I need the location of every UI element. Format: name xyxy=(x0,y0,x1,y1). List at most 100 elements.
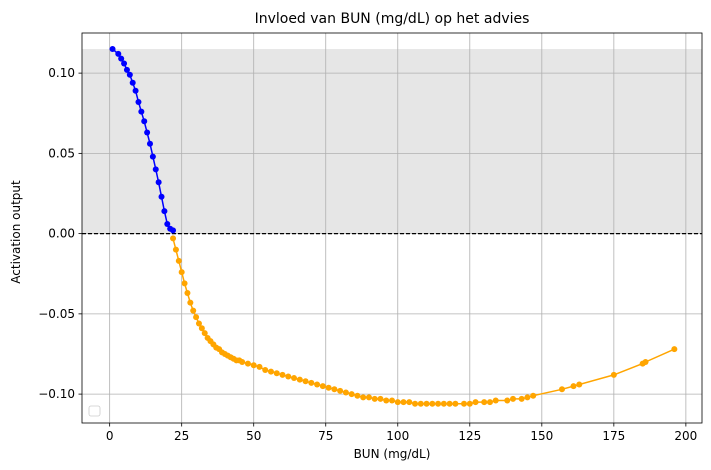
series-1-point xyxy=(440,400,447,407)
series-1-point xyxy=(175,257,182,264)
series-1-point xyxy=(518,395,525,402)
series-1-point xyxy=(446,400,453,407)
series-1-point xyxy=(504,397,511,404)
series-0-point xyxy=(135,99,142,106)
series-1-point xyxy=(181,280,188,287)
series-0-point xyxy=(146,140,153,147)
series-1-point xyxy=(184,290,191,296)
series-1-point xyxy=(354,392,361,399)
series-0-point xyxy=(118,55,125,62)
series-0-point xyxy=(144,129,151,136)
series-1-point xyxy=(371,395,378,402)
series-1-point xyxy=(492,397,499,404)
series-1-point xyxy=(172,246,179,253)
series-1-point xyxy=(671,346,678,353)
series-1-point xyxy=(461,400,468,407)
series-0-point xyxy=(109,46,116,53)
series-1-point xyxy=(170,235,177,242)
series-1-point xyxy=(481,399,488,406)
x-tick-label: 150 xyxy=(530,429,553,443)
series-1-point xyxy=(452,400,459,407)
series-1-point xyxy=(342,389,349,396)
series-1-point xyxy=(472,399,479,406)
series-0-point xyxy=(121,60,128,67)
series-1-point xyxy=(291,375,298,382)
series-1-point xyxy=(308,379,315,386)
series-1-point xyxy=(389,397,395,404)
series-1-point xyxy=(195,320,202,327)
series-1-point xyxy=(319,383,326,390)
shaded-region xyxy=(82,49,702,234)
series-1-point xyxy=(417,400,424,407)
series-1-point xyxy=(262,367,269,374)
series-1-point xyxy=(337,387,344,394)
x-tick-label: 25 xyxy=(174,429,189,443)
series-0-point xyxy=(141,118,148,125)
series-1-point xyxy=(412,400,419,407)
x-tick-label: 75 xyxy=(318,429,333,443)
y-tick-label: 0.10 xyxy=(48,66,75,80)
series-0-point xyxy=(158,193,165,200)
y-tick-label: 0.00 xyxy=(48,227,75,241)
series-1-point xyxy=(250,362,257,369)
series-0-point xyxy=(155,179,162,186)
series-1-point xyxy=(193,314,200,321)
series-1-point xyxy=(423,400,430,407)
series-1-point xyxy=(201,330,208,337)
series-1-point xyxy=(331,386,338,393)
series-0-point xyxy=(126,71,133,78)
x-tick-label: 125 xyxy=(458,429,481,443)
series-1-point xyxy=(279,371,286,378)
series-0-point xyxy=(149,153,156,160)
series-1-point xyxy=(285,373,292,380)
y-axis-title: Activation output xyxy=(9,180,23,284)
series-1-point xyxy=(466,400,473,407)
series-0-point xyxy=(123,66,130,73)
series-1-point xyxy=(429,400,436,407)
series-1-point xyxy=(178,269,185,276)
series-0-point xyxy=(138,108,145,115)
series-1-point xyxy=(570,383,577,390)
y-tick-label: −0.10 xyxy=(38,387,75,401)
plot-frame xyxy=(81,32,703,424)
series-1-point xyxy=(394,399,401,406)
series-0-point xyxy=(152,166,159,173)
x-tick-label: 100 xyxy=(386,429,409,443)
legend-box xyxy=(88,405,101,417)
series-1-point xyxy=(239,359,246,366)
series-0-point xyxy=(115,50,122,57)
series-1-point xyxy=(435,400,442,407)
series-0-point xyxy=(161,208,168,215)
series-1-point xyxy=(190,307,197,314)
x-tick-label: 200 xyxy=(674,429,697,443)
series-1-point xyxy=(244,360,251,367)
series-1-point xyxy=(348,391,355,398)
series-1-point xyxy=(486,399,493,406)
x-tick-label: 50 xyxy=(246,429,261,443)
series-1-point xyxy=(273,370,280,377)
series-1-point xyxy=(406,399,413,406)
series-1-point xyxy=(642,359,649,366)
series-0-point xyxy=(129,79,136,86)
series-1-point xyxy=(296,376,303,383)
series-0-point xyxy=(164,220,171,227)
series-0-point xyxy=(132,87,139,94)
series-1-point xyxy=(198,325,205,332)
y-tick-label: −0.05 xyxy=(38,307,75,321)
series-1-point xyxy=(576,381,583,388)
series-1-point xyxy=(365,394,372,401)
y-tick-label: 0.05 xyxy=(48,146,75,160)
series-0-point xyxy=(170,227,177,234)
series-1-point xyxy=(383,397,390,404)
series-1-point xyxy=(510,395,517,402)
series-1-point xyxy=(530,392,537,399)
series-1-point xyxy=(267,368,274,375)
chart-title: Invloed van BUN (mg/dL) op het advies xyxy=(255,11,530,27)
series-1-point xyxy=(302,378,309,385)
series-1-point xyxy=(524,394,531,401)
x-tick-label: 175 xyxy=(602,429,625,443)
series-1-point xyxy=(558,386,565,393)
series-1-point xyxy=(314,381,321,388)
series-1-point xyxy=(325,384,332,391)
